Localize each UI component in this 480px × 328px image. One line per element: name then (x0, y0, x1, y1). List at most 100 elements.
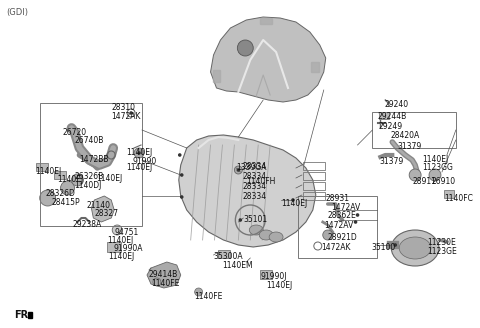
Text: 28362E: 28362E (328, 211, 357, 220)
Text: 31379: 31379 (397, 142, 421, 151)
Circle shape (195, 288, 203, 296)
Text: 1140EJ: 1140EJ (281, 199, 307, 208)
Circle shape (237, 168, 240, 172)
Text: FR.: FR. (14, 310, 32, 320)
Circle shape (112, 225, 122, 235)
Text: 28334: 28334 (242, 182, 266, 191)
Text: 28334: 28334 (242, 172, 266, 181)
Polygon shape (260, 18, 272, 24)
Ellipse shape (391, 230, 439, 266)
Text: 1140EJ: 1140EJ (35, 167, 61, 176)
Polygon shape (28, 312, 32, 318)
Text: 28931: 28931 (326, 194, 350, 203)
Text: 28310: 28310 (111, 103, 135, 112)
Circle shape (178, 153, 181, 157)
Text: 29238A: 29238A (72, 220, 102, 229)
Bar (298, 196, 377, 258)
Circle shape (137, 151, 141, 155)
Circle shape (354, 220, 357, 224)
Text: 1140EJ: 1140EJ (107, 236, 133, 245)
Ellipse shape (399, 237, 431, 259)
Text: 21140: 21140 (86, 201, 110, 210)
Circle shape (291, 198, 295, 202)
Text: 28327: 28327 (95, 209, 119, 218)
Text: (GDI): (GDI) (6, 8, 28, 17)
Circle shape (129, 111, 133, 115)
Bar (303, 172, 325, 180)
Circle shape (409, 169, 421, 181)
Text: 1472AV: 1472AV (324, 221, 353, 230)
Ellipse shape (259, 230, 273, 240)
Text: 1472BB: 1472BB (80, 155, 109, 164)
Bar (372, 112, 456, 148)
Text: 1472AK: 1472AK (321, 243, 350, 252)
Polygon shape (147, 262, 181, 288)
Text: 91990J: 91990J (260, 272, 287, 281)
Text: 26326B: 26326B (74, 172, 104, 181)
Text: 1140EJ: 1140EJ (422, 155, 448, 164)
Text: 1140EJ: 1140EJ (126, 148, 152, 157)
Text: 1140EJ: 1140EJ (58, 175, 84, 184)
Text: 26720: 26720 (62, 128, 87, 137)
Text: 1140FE: 1140FE (151, 279, 180, 288)
Text: 1140EJ: 1140EJ (108, 252, 134, 261)
Text: 35300A: 35300A (214, 252, 243, 261)
Text: 1123GG: 1123GG (422, 163, 453, 172)
Text: 1140FC: 1140FC (444, 194, 473, 203)
Ellipse shape (269, 232, 283, 242)
Bar (107, 242, 121, 252)
Text: 94751: 94751 (114, 228, 138, 237)
Text: 91990: 91990 (132, 157, 156, 166)
Text: 28334: 28334 (242, 162, 266, 171)
Text: 1472AK: 1472AK (111, 112, 141, 121)
Polygon shape (179, 135, 316, 247)
Polygon shape (311, 62, 319, 72)
Bar (40, 103, 142, 226)
Text: 29414B: 29414B (149, 270, 178, 279)
Bar (54, 171, 66, 179)
Text: 28911: 28911 (412, 177, 436, 186)
Text: 1140EJ: 1140EJ (96, 174, 122, 183)
Bar (303, 182, 325, 190)
Text: 29240: 29240 (384, 100, 408, 109)
Bar (303, 162, 325, 170)
Text: 1140EJ: 1140EJ (126, 163, 152, 172)
Circle shape (180, 173, 183, 177)
Circle shape (356, 213, 360, 217)
Text: 1140EM: 1140EM (222, 261, 253, 270)
Circle shape (134, 148, 144, 158)
Text: 28326D: 28326D (46, 189, 75, 198)
Bar (379, 112, 389, 119)
Text: 29249: 29249 (378, 122, 403, 131)
Text: 29244B: 29244B (377, 112, 407, 121)
Polygon shape (211, 17, 326, 102)
Circle shape (394, 243, 397, 247)
Text: 28420A: 28420A (390, 131, 420, 140)
Circle shape (60, 181, 74, 195)
Circle shape (234, 166, 242, 174)
Polygon shape (213, 70, 220, 82)
Bar (303, 192, 325, 200)
Bar (260, 270, 272, 279)
Text: 28415P: 28415P (52, 198, 80, 207)
Circle shape (239, 218, 242, 222)
Circle shape (40, 190, 56, 206)
Text: 35100: 35100 (372, 243, 396, 252)
Text: 28921D: 28921D (328, 233, 358, 242)
Circle shape (323, 230, 333, 240)
Text: 26910: 26910 (431, 177, 455, 186)
Bar (36, 163, 48, 171)
Bar (444, 190, 454, 198)
Circle shape (180, 195, 183, 199)
Circle shape (153, 278, 161, 286)
Text: 31379: 31379 (379, 157, 404, 166)
Text: 35101: 35101 (243, 215, 267, 224)
Circle shape (237, 40, 253, 56)
Ellipse shape (249, 225, 263, 235)
Circle shape (72, 174, 84, 186)
Text: 1140EJ: 1140EJ (266, 281, 292, 290)
Polygon shape (91, 196, 114, 222)
Text: 1472AV: 1472AV (331, 203, 360, 212)
Polygon shape (218, 250, 230, 258)
Text: 28334: 28334 (242, 192, 266, 201)
